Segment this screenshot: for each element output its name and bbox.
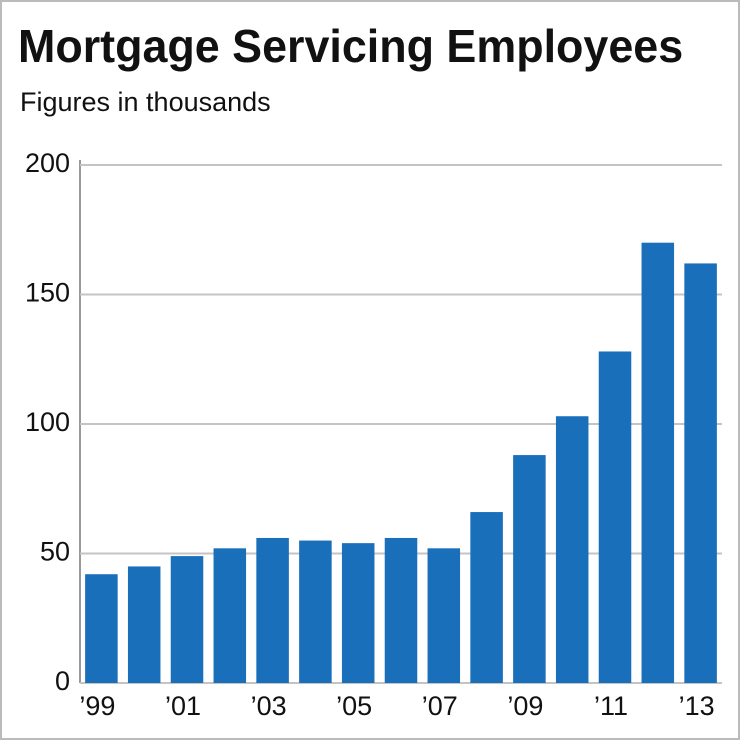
y-tick-label: 150 — [25, 278, 70, 308]
chart-title: Mortgage Servicing Employees — [18, 21, 683, 73]
x-tick-label: ’13 — [679, 691, 715, 721]
bar — [341, 543, 375, 683]
bar — [170, 556, 204, 683]
bar — [684, 263, 717, 683]
y-tick-label: 0 — [55, 666, 70, 696]
bar — [555, 416, 589, 683]
bar — [513, 455, 546, 683]
x-tick-label: ’07 — [422, 691, 458, 721]
bar — [384, 537, 418, 683]
x-tick-label: ’09 — [507, 691, 543, 721]
bar — [256, 537, 289, 683]
bar — [598, 351, 632, 683]
bar — [299, 540, 332, 683]
y-tick-label: 50 — [40, 537, 70, 567]
x-tick-label: ’11 — [594, 691, 628, 721]
chart-subtitle: Figures in thousands — [20, 87, 271, 117]
y-tick-label: 100 — [25, 407, 70, 437]
x-tick-label: ’99 — [79, 691, 115, 721]
bar — [127, 566, 161, 683]
x-tick-label: ’05 — [336, 691, 372, 721]
bar — [470, 512, 503, 683]
bar — [85, 574, 118, 683]
x-tick-label: ’03 — [251, 691, 287, 721]
bar — [641, 242, 675, 683]
y-tick-label: 200 — [25, 148, 70, 178]
x-tick-label: ’01 — [165, 691, 201, 721]
bar — [427, 548, 461, 683]
bar — [213, 548, 247, 683]
